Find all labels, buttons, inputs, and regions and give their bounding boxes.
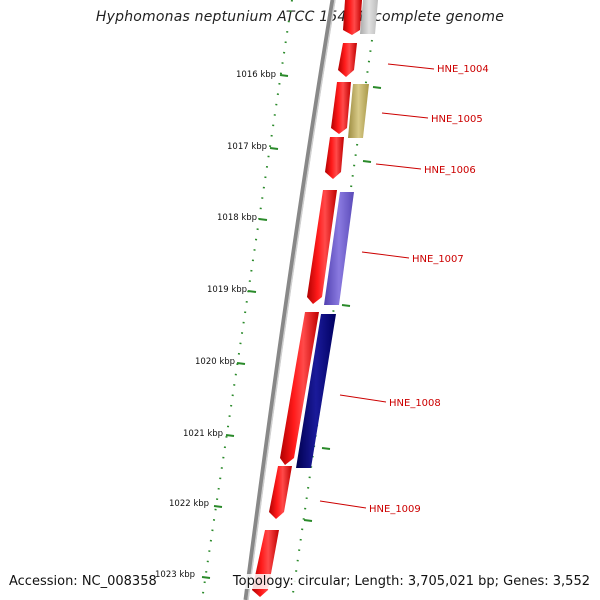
outer-scale-ring xyxy=(201,0,293,600)
gene-label-hne-1007[interactable]: HNE_1007 xyxy=(412,254,464,265)
scale-label-1020: 1020 kbp xyxy=(195,357,235,367)
gene-label-hne-1006[interactable]: HNE_1006 xyxy=(424,165,476,176)
scale-label-1019: 1019 kbp xyxy=(207,285,247,295)
leader-lines xyxy=(319,63,435,509)
accession-text: Accession: NC_008358 xyxy=(9,574,157,589)
scale-label-1016: 1016 kbp xyxy=(236,70,276,80)
tick-1023 xyxy=(201,576,211,579)
cds-arrow[interactable] xyxy=(325,137,344,179)
gene-block-hne-1008[interactable] xyxy=(296,314,336,468)
tick-1022 xyxy=(213,505,223,508)
cds-arrow[interactable] xyxy=(269,466,292,519)
map-title: Hyphomonas neptunium ATCC 15444, complet… xyxy=(95,9,505,25)
gene-label-hne-1004[interactable]: HNE_1004 xyxy=(437,64,489,75)
scale-label-1021: 1021 kbp xyxy=(183,429,223,439)
scale-labels: 1016 kbp 1017 kbp 1018 kbp 1019 kbp 1020… xyxy=(155,70,276,580)
tick-1020 xyxy=(236,362,246,365)
cds-arrow[interactable] xyxy=(338,43,357,77)
gene-block-hne-1007[interactable] xyxy=(324,192,354,305)
feature-gray-top[interactable] xyxy=(360,0,378,34)
scale-label-1017: 1017 kbp xyxy=(227,142,267,152)
gene-labels: HNE_1004 HNE_1005 HNE_1006 HNE_1007 HNE_… xyxy=(369,64,489,515)
tick-1018 xyxy=(258,218,268,221)
cds-arrow[interactable] xyxy=(307,190,337,304)
scale-label-1018: 1018 kbp xyxy=(217,213,257,223)
scale-label-1022: 1022 kbp xyxy=(169,499,209,509)
scale-ticks xyxy=(201,74,382,579)
topology-text: Topology: circular; Length: 3,705,021 bp… xyxy=(228,574,590,589)
scale-label-1023: 1023 kbp xyxy=(155,570,195,580)
tick-1017 xyxy=(269,147,279,150)
cds-track xyxy=(252,0,362,597)
tick-1016 xyxy=(279,74,289,77)
tick-1019 xyxy=(247,290,257,293)
gene-block-hne-1005[interactable] xyxy=(348,84,369,138)
cds-arrow[interactable] xyxy=(343,0,362,35)
gene-label-hne-1008[interactable]: HNE_1008 xyxy=(389,398,441,409)
genome-backbone xyxy=(243,0,336,600)
cds-arrow[interactable] xyxy=(331,82,351,134)
gene-label-hne-1005[interactable]: HNE_1005 xyxy=(431,114,483,125)
tick-1021 xyxy=(225,434,235,437)
cds-arrow[interactable] xyxy=(280,312,319,465)
gene-label-hne-1009[interactable]: HNE_1009 xyxy=(369,504,421,515)
